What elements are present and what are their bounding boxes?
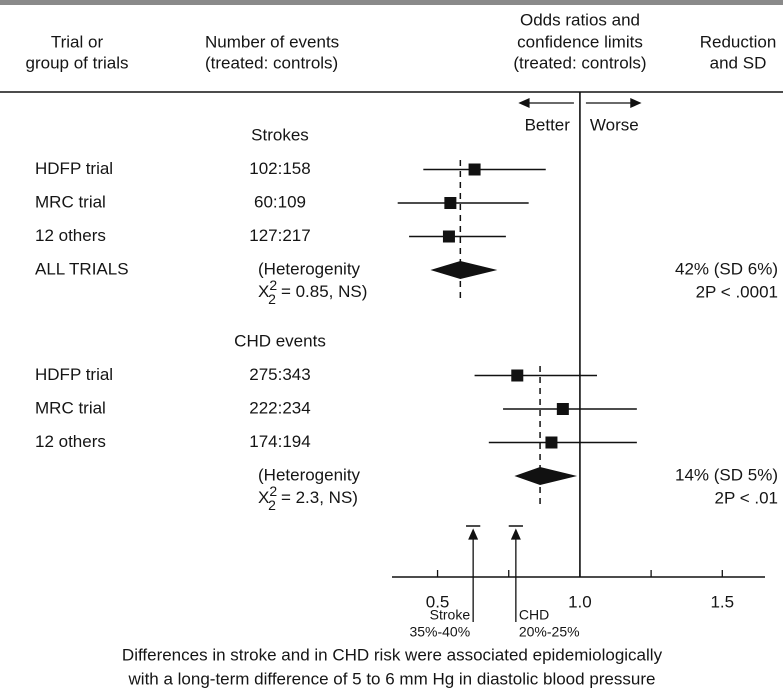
trial-label: HDFP trial: [35, 365, 113, 384]
column-header: and SD: [710, 53, 767, 72]
reduction: 14% (SD 5%): [675, 465, 778, 484]
column-header: Reduction: [700, 32, 777, 51]
subscript: 2: [268, 291, 276, 307]
heterogeneity: (Heterogenity: [258, 259, 361, 278]
annotation-arrow: [510, 528, 521, 622]
annotation-name: Stroke: [430, 607, 471, 623]
odds-ratio: [468, 163, 481, 176]
trial-events: 222:234: [249, 398, 310, 417]
statistic: = 2.3, NS): [281, 488, 358, 507]
column-header: confidence limits: [517, 32, 643, 51]
column-header: group of trials: [26, 53, 129, 72]
subscript: 2: [268, 497, 276, 513]
odds-ratio: [545, 436, 558, 449]
odds-ratio: [556, 403, 569, 415]
annotation-label: 20%-25%: [519, 624, 580, 640]
group-name: Strokes: [251, 125, 309, 144]
symbol: X: [258, 282, 269, 301]
better-arrow: [518, 97, 574, 109]
column-header: (treated: controls): [205, 53, 338, 72]
superscript: 2: [269, 277, 277, 293]
p-value: 2P < .0001: [696, 282, 778, 301]
symbol: X: [258, 488, 269, 507]
group-name: CHD events: [234, 331, 326, 350]
summary-diamond: [430, 261, 498, 279]
reduction: 42% (SD 6%): [675, 259, 778, 278]
caption: Differences in stroke and in CHD risk we…: [122, 645, 663, 664]
column-header: Number of events: [205, 32, 339, 51]
direction-label: Better: [525, 115, 571, 134]
trial-events: 174:194: [249, 432, 310, 451]
statistic: = 0.85, NS): [281, 282, 367, 301]
trial-label: MRC trial: [35, 192, 106, 211]
odds-ratio: [511, 369, 524, 382]
trial-label: 12 others: [35, 432, 106, 451]
heterogeneity-stat: X2 2 = 2.3, NS): [258, 483, 358, 513]
trial-events: 60:109: [254, 192, 306, 211]
trial-label: HDFP trial: [35, 159, 113, 178]
annotation-name: CHD: [519, 607, 549, 623]
heterogeneity-stat: X2 2 = 0.85, NS): [258, 277, 367, 307]
odds-ratio: [444, 197, 457, 209]
x-tick-label: 1.0: [568, 592, 592, 611]
column-header: Trial or: [51, 32, 104, 51]
annotation-label: 35%-40%: [409, 624, 470, 640]
trial-events: 127:217: [249, 226, 310, 245]
odds-ratio: [442, 230, 455, 243]
superscript: 2: [269, 483, 277, 499]
top-strip: [0, 0, 783, 5]
trial-label: MRC trial: [35, 398, 106, 417]
direction-label: Worse: [590, 115, 639, 134]
trial-label: 12 others: [35, 226, 106, 245]
summary-label: ALL TRIALS: [35, 259, 129, 278]
heterogeneity: (Heterogenity: [258, 465, 361, 484]
column-header: Odds ratios and: [520, 10, 640, 29]
x-tick-label: 0.5: [426, 592, 450, 611]
p-value: 2P < .01: [715, 488, 779, 507]
trial-events: 275:343: [249, 365, 310, 384]
worse-arrow: [585, 97, 642, 109]
trial-events: 102:158: [249, 159, 310, 178]
summary-diamond: [514, 467, 578, 485]
annotation-arrow: [468, 528, 479, 622]
caption: with a long-term difference of 5 to 6 mm…: [128, 669, 656, 688]
x-tick-label: 1.5: [710, 592, 734, 611]
column-header: (treated: controls): [513, 53, 646, 72]
